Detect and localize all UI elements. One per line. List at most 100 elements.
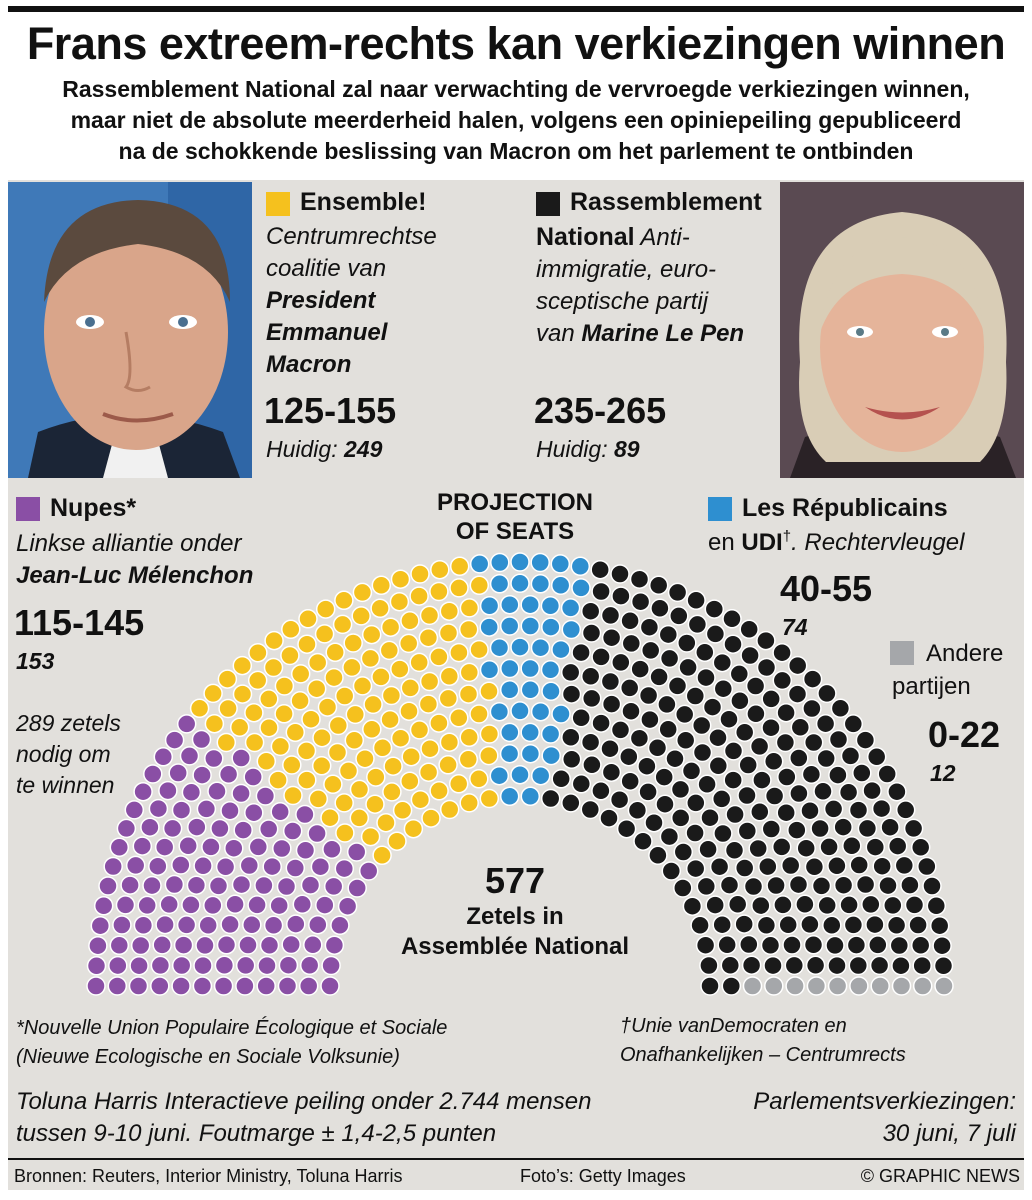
seat-dot — [343, 633, 363, 653]
seat-dot — [878, 875, 898, 896]
ensemble-description: Centrumrechtse coalitie van President Em… — [266, 223, 437, 378]
seat-dot — [690, 915, 710, 936]
seat-dot — [400, 771, 420, 791]
seat-dot — [439, 666, 460, 687]
seat-dot — [839, 895, 859, 915]
seat-dot — [889, 935, 910, 956]
seat-dot — [264, 630, 284, 651]
seat-dot — [349, 779, 370, 800]
seat-dot — [561, 793, 581, 813]
seat-dot — [469, 704, 489, 724]
seat-dot — [810, 818, 830, 839]
seat-dot — [389, 591, 410, 612]
seat-dot — [499, 743, 520, 764]
seat-dot — [360, 648, 381, 669]
seat-dot — [540, 788, 561, 809]
seat-dot — [530, 637, 551, 658]
seat-dot — [862, 780, 882, 801]
seat-dot — [721, 976, 742, 996]
seat-dot — [196, 799, 217, 819]
seat-dot — [218, 764, 239, 785]
seat-dot — [276, 876, 297, 897]
seat-dot — [675, 730, 696, 751]
seat-dot — [383, 756, 403, 776]
seat-dot — [520, 743, 541, 764]
seat-dot — [137, 895, 157, 916]
seat-dot — [449, 556, 470, 577]
seat-dot — [833, 817, 853, 837]
seat-dot — [763, 751, 784, 772]
seat-dot — [235, 955, 256, 976]
seat-dot — [610, 720, 631, 740]
seat-dot — [248, 837, 269, 857]
seat-dot — [421, 808, 441, 828]
seat-dot — [865, 914, 885, 935]
majority-note: 289 zetels nodig om te winnen — [16, 710, 121, 798]
seat-dot — [192, 765, 212, 785]
seat-dot — [805, 955, 826, 976]
seat-dot — [865, 837, 886, 857]
seat-dot — [619, 678, 640, 698]
seat-dot — [469, 575, 490, 596]
seat-dot — [162, 818, 183, 839]
seat-dot — [153, 747, 174, 767]
seat-dot — [737, 785, 757, 806]
seat-dot — [438, 623, 459, 643]
seat-dot — [306, 678, 327, 699]
seat-dot — [934, 976, 954, 996]
seat-dot — [370, 598, 390, 619]
seat-dot — [929, 915, 950, 936]
seat-dot — [419, 671, 440, 692]
seat-dot — [700, 976, 720, 996]
seat-dot — [116, 818, 137, 839]
seat-dot — [176, 714, 197, 734]
seat-dot — [449, 578, 469, 598]
seat-dot — [193, 856, 213, 876]
seat-dot — [698, 839, 718, 860]
seat-dot — [459, 662, 480, 683]
seat-dot — [338, 761, 359, 781]
seat-dot — [912, 955, 932, 976]
seat-dot — [861, 894, 881, 915]
seat-dot — [499, 786, 520, 807]
seat-dot — [380, 709, 400, 730]
seat-dot — [704, 599, 725, 619]
seat-dot — [600, 671, 621, 692]
rn-swatch — [536, 192, 560, 216]
seat-dot — [601, 627, 622, 648]
seat-dot — [418, 762, 439, 782]
seat-dot — [239, 855, 260, 876]
seat-dot — [479, 596, 500, 616]
seat-dot — [611, 652, 631, 673]
seat-dot — [379, 640, 400, 661]
seat-dot — [479, 724, 500, 744]
seat-dot — [178, 836, 198, 856]
seat-dot — [739, 619, 759, 640]
seat-dot — [644, 812, 664, 833]
seat-dot — [619, 746, 639, 767]
seat-dot — [746, 704, 766, 724]
seat-dot — [540, 724, 561, 744]
seat-dot — [459, 727, 479, 748]
seat-dot — [215, 857, 236, 877]
seat-dot — [760, 935, 781, 956]
seat-dot — [263, 915, 284, 936]
seat-dot — [171, 976, 191, 996]
seat-dot — [775, 732, 796, 753]
seat-dot — [130, 935, 151, 956]
nupes-name: Nupes* — [50, 494, 137, 522]
seat-dot — [210, 818, 230, 839]
seat-dot — [661, 861, 682, 881]
seat-dot — [658, 624, 679, 645]
graphic-news-credit: © GRAPHIC NEWS — [860, 1166, 1020, 1186]
seat-dot — [399, 701, 419, 721]
footnote-nupes: *Nouvelle Union Populaire Écologique et … — [16, 1017, 448, 1068]
seat-dot — [801, 764, 822, 785]
seat-dot — [109, 837, 130, 858]
seat-dot — [337, 896, 358, 916]
total-seats: 577 Zetels in Assemblée National — [400, 860, 630, 960]
seat-dot — [778, 915, 798, 935]
seat-dot — [730, 691, 750, 711]
seat-dot — [179, 746, 200, 766]
seat-dot — [667, 676, 688, 696]
